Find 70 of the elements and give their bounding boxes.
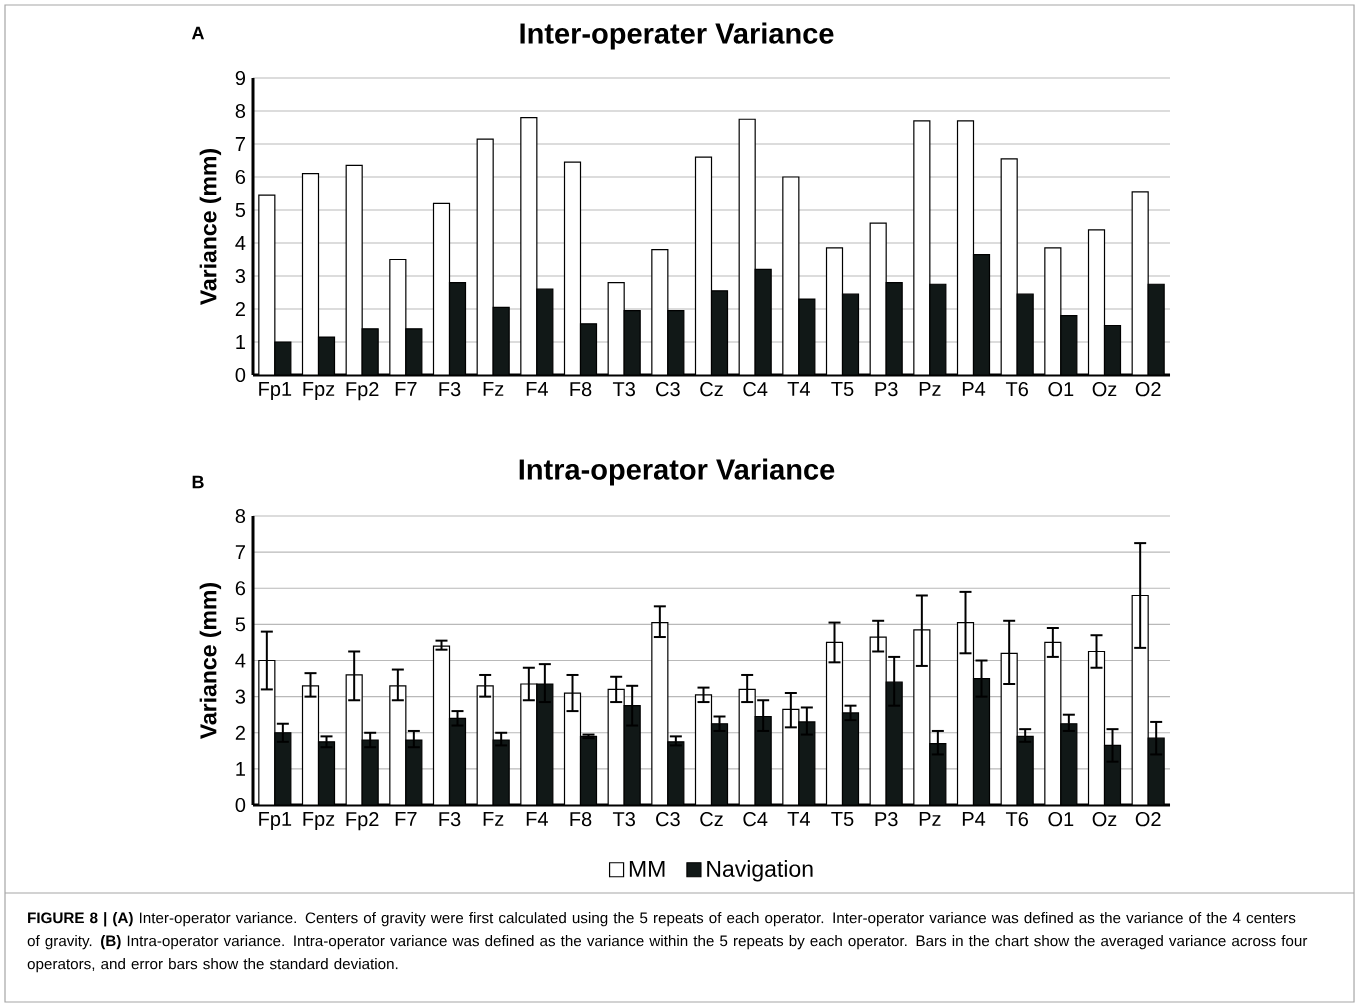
x-tick-label: Fpz	[303, 812, 335, 830]
x-tick-label: F8	[570, 812, 592, 827]
x-tick-label: T4	[787, 812, 810, 826]
legend-label: Navigation	[707, 860, 813, 882]
x-tick-label: P3	[875, 812, 898, 827]
x-tick-label: C4	[743, 812, 768, 827]
x-tick-label: C3	[656, 382, 680, 397]
y-tick-label: 7	[235, 545, 245, 560]
y-tick-label: 6	[235, 169, 246, 185]
y-tick-label: 0	[235, 797, 246, 813]
text: A	[191, 26, 205, 40]
x-tick-label: F4	[526, 812, 548, 826]
y-tick-label: 6	[235, 581, 246, 596]
x-tick-label: Pz	[919, 382, 941, 396]
x-tick-label: Fz	[483, 812, 504, 826]
x-tick-label: Oz	[1092, 382, 1117, 397]
x-tick-label: Cz	[700, 382, 723, 397]
y-tick-label: 5	[235, 617, 246, 632]
x-tick-label: T6	[1005, 382, 1028, 397]
x-tick-label: O1	[1048, 812, 1074, 827]
y-tick-label: 4	[235, 236, 246, 250]
y-tick-label: 4	[235, 653, 246, 668]
y-tick-label: 2	[235, 725, 245, 740]
x-tick-label: T5	[831, 382, 854, 397]
x-tick-label: C3	[656, 812, 680, 827]
y-tick-label: 3	[235, 689, 246, 704]
y-tick-label: 8	[235, 508, 246, 524]
x-tick-label: F3	[439, 812, 461, 827]
x-tick-label: P4	[962, 812, 986, 826]
x-tick-label: F7	[395, 812, 417, 826]
y-tick-label: 5	[235, 203, 246, 217]
y-tick-label: 1	[236, 762, 245, 776]
text: B	[192, 475, 204, 489]
x-tick-label: F8	[570, 382, 592, 397]
y-axis-title: Variance (mm)	[199, 149, 222, 305]
x-tick-label: O1	[1048, 382, 1074, 397]
x-tick-label: T4	[787, 382, 810, 396]
x-tick-label: Fp2	[346, 382, 379, 401]
text: MM	[629, 860, 665, 877]
x-tick-label: Pz	[919, 812, 941, 826]
x-tick-label: P3	[875, 382, 898, 397]
x-tick-label: O2	[1135, 812, 1161, 827]
x-tick-label: Cz	[700, 812, 723, 827]
x-tick-label: F3	[439, 382, 461, 397]
x-tick-label: Oz	[1092, 812, 1117, 827]
x-tick-label: Fpz	[303, 382, 335, 400]
y-tick-label: 3	[235, 268, 246, 284]
y-tick-label: 9	[235, 70, 246, 86]
chart-title: Inter-operater Variance	[520, 22, 834, 50]
x-tick-label: F4	[526, 382, 548, 396]
y-tick-label: 0	[235, 367, 246, 383]
x-tick-label: Fz	[483, 382, 504, 396]
y-tick-label: 8	[235, 103, 246, 119]
x-tick-label: T3	[612, 382, 635, 397]
chart-title: Intra-operator Variance	[519, 458, 835, 486]
x-tick-label: T3	[612, 812, 635, 827]
x-tick-label: C4	[743, 382, 768, 397]
x-tick-label: P4	[962, 382, 986, 396]
y-tick-label: 2	[235, 302, 245, 316]
x-tick-label: Fp1	[259, 812, 292, 830]
y-tick-label: 7	[235, 137, 245, 151]
x-tick-label: F7	[395, 382, 417, 396]
x-tick-label: T5	[831, 812, 854, 827]
text: FIGURE 8 | (A) Inter-operator variance. Centers of gravity were first calculated using the 5 repeats of each operator. Inter-operator variance was defined as the variance of the 4 centers of gravity. (B) Intra-operator variance. Intra-operator variance was defined as the variance within the 5 repeats by each operator. Bars in the chart show the averaged variance across four operators, and error bars show the standard deviation.	[27, 912, 1308, 973]
x-tick-label: O2	[1135, 382, 1161, 397]
y-tick-label: 1	[236, 335, 245, 349]
x-tick-label: Fp1	[259, 382, 292, 400]
x-tick-label: Fp2	[346, 812, 379, 831]
y-axis-title: Variance (mm)	[199, 583, 222, 739]
x-tick-label: T6	[1005, 812, 1028, 827]
